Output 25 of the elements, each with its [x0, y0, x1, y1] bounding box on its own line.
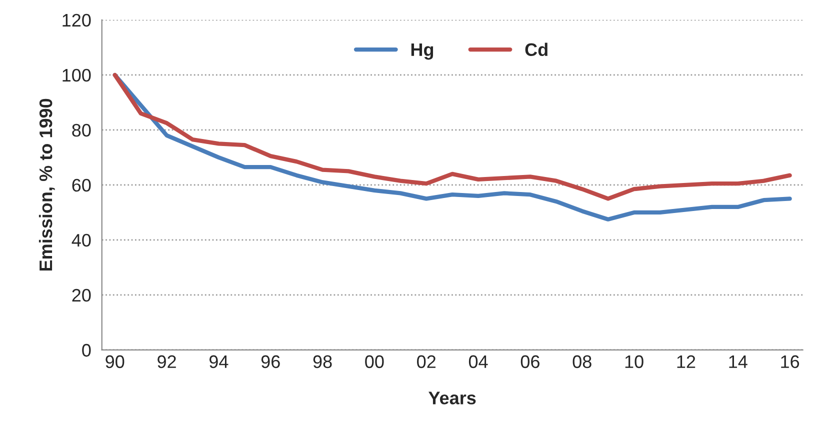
y-tick-label: 120	[62, 14, 91, 27]
y-axis-title: Emission, % to 1990	[38, 98, 55, 271]
x-tick-label: 02	[417, 355, 436, 368]
x-tick-label: 94	[209, 355, 228, 368]
x-tick-label: 06	[520, 355, 540, 368]
x-tick-label: 98	[313, 355, 332, 368]
y-tick-label: 0	[82, 344, 91, 357]
x-tick-label: 10	[625, 355, 644, 368]
y-tick-label: 80	[72, 124, 91, 137]
y-tick-label: 40	[72, 234, 91, 247]
y-tick-label: 60	[72, 178, 91, 192]
x-tick-label: 12	[677, 355, 696, 368]
x-tick-label: 90	[106, 355, 124, 368]
y-tick-label: 100	[62, 68, 91, 82]
x-tick-label: 92	[158, 355, 176, 368]
x-tick-label: 00	[365, 355, 384, 368]
x-tick-label: 04	[468, 355, 488, 368]
legend-label: Cd	[525, 42, 548, 56]
x-tick-label: 96	[261, 355, 280, 368]
y-tick-label: 20	[72, 288, 91, 302]
x-axis-title: Years	[428, 392, 476, 404]
x-tick-label: 14	[729, 355, 748, 368]
x-tick-label: 16	[781, 355, 800, 368]
x-tick-label: 08	[572, 355, 592, 368]
legend-label: Hg	[411, 43, 434, 60]
